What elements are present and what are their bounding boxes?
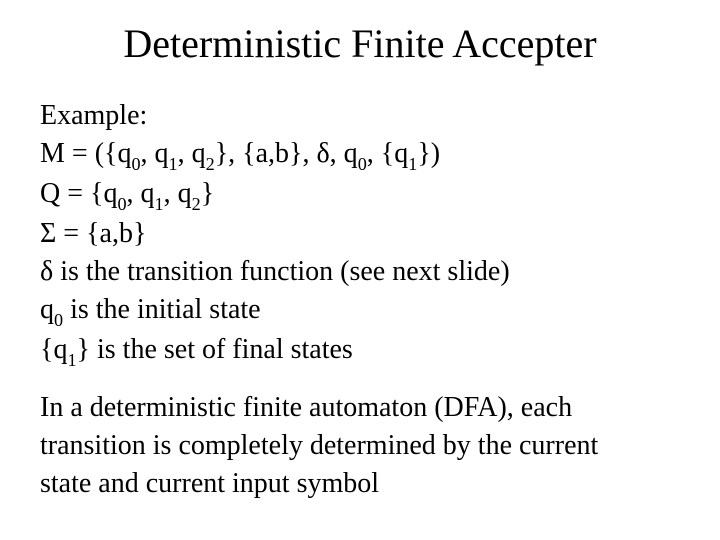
text: }) [417,138,440,169]
text: M = ({q [40,138,131,169]
paragraph-2-line-1: In a deterministic finite automaton (DFA… [40,389,680,427]
paragraph-gap [40,371,680,389]
line-final-states: {q1} is the set of final states [40,331,680,371]
subscript: 1 [155,194,164,214]
line-sigma-def: Σ = {a,b} [40,215,680,253]
text: , q [127,178,155,209]
text: } is the set of final states [77,334,353,365]
subscript: 0 [54,310,63,330]
text: , {q [367,138,408,169]
text: is the initial state [63,294,261,325]
subscript: 2 [192,194,201,214]
subscript: 0 [131,154,140,174]
line-m-def: M = ({q0, q1, q2}, {a,b}, δ, q0, {q1}) [40,135,680,175]
subscript: 1 [408,154,417,174]
subscript: 0 [358,154,367,174]
paragraph-2-line-3: state and current input symbol [40,465,680,503]
text: , q [164,178,192,209]
text: }, {a,b}, δ, q [215,138,358,169]
slide-body: Example: M = ({q0, q1, q2}, {a,b}, δ, q0… [40,97,680,502]
subscript: 0 [117,194,126,214]
line-initial-state: q0 is the initial state [40,291,680,331]
line-example: Example: [40,97,680,135]
line-delta-def: δ is the transition function (see next s… [40,253,680,291]
text: {q [40,334,67,365]
page-title: Deterministic Finite Accepter [40,20,680,67]
text: , q [178,138,206,169]
subscript: 2 [206,154,215,174]
subscript: 1 [67,350,76,370]
text: Q = {q [40,178,117,209]
text: , q [141,138,169,169]
text: } [201,178,214,209]
paragraph-2-line-2: transition is completely determined by t… [40,427,680,465]
line-q-def: Q = {q0, q1, q2} [40,175,680,215]
text: q [40,294,54,325]
subscript: 1 [169,154,178,174]
